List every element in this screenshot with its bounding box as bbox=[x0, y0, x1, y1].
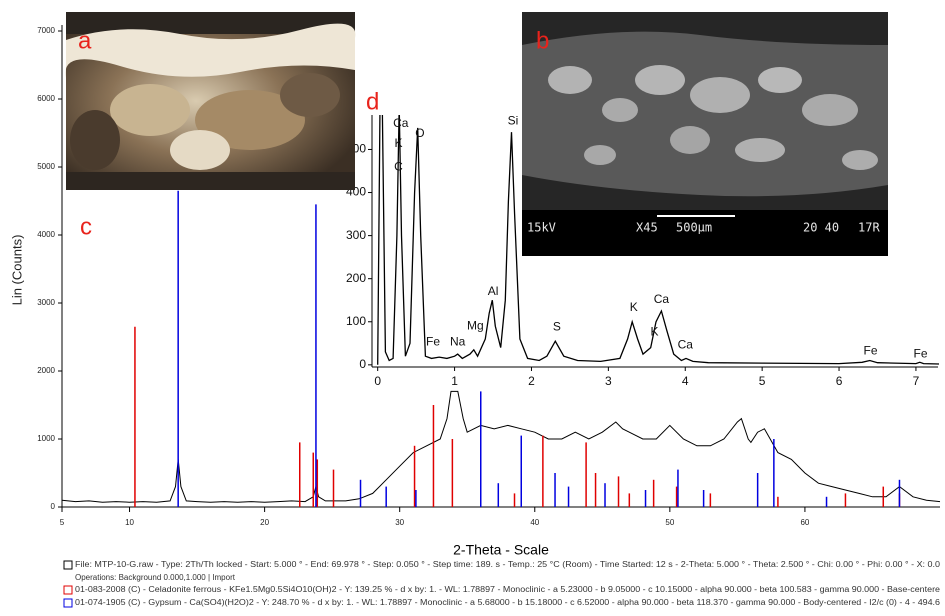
data-line bbox=[377, 115, 940, 365]
y-axis-title: Lin (Counts) bbox=[9, 235, 24, 306]
peak-label: Fe bbox=[426, 335, 440, 349]
peak-label: Ca bbox=[678, 338, 694, 352]
y-tick-label: 7000 bbox=[37, 26, 55, 35]
sem-caption: 15kV bbox=[527, 221, 556, 235]
y-tick-label: 2000 bbox=[37, 366, 55, 375]
panel-label: d bbox=[366, 88, 379, 115]
x-tick-label: 20 bbox=[260, 518, 269, 527]
sem-caption: X45 bbox=[636, 221, 658, 235]
photos: a 15kV X45 500µm 20 40 17R b bbox=[65, 12, 888, 256]
sem-caption: 500µm bbox=[676, 221, 712, 235]
y-tick-label: 100 bbox=[346, 314, 366, 328]
y-tick-label: 3000 bbox=[37, 298, 55, 307]
legend-swatch bbox=[63, 560, 73, 570]
panel-label: a bbox=[78, 27, 92, 54]
y-tick-label: 1000 bbox=[37, 434, 55, 443]
photo-a: a bbox=[65, 12, 356, 190]
x-tick-label: 5 bbox=[759, 374, 766, 388]
x-tick-label: 1 bbox=[451, 374, 458, 388]
peak-label: Al bbox=[488, 284, 499, 298]
x-tick-label: 7 bbox=[913, 374, 920, 388]
peak-label: O bbox=[415, 126, 424, 140]
y-tick-label: 200 bbox=[346, 271, 366, 285]
data-line bbox=[61, 390, 941, 503]
legend-entry: 01-083-2008 (C) - Celadonite ferrous - K… bbox=[75, 585, 941, 594]
peak-label: K bbox=[394, 136, 402, 150]
peak-label: Na bbox=[450, 335, 466, 349]
peak-label: K bbox=[630, 300, 638, 314]
peak-label: Fe bbox=[914, 347, 928, 361]
peak-label: Ca bbox=[654, 292, 670, 306]
x-tick-label: 60 bbox=[800, 518, 809, 527]
peak-label: K bbox=[650, 325, 658, 339]
x-tick-label: 2 bbox=[528, 374, 535, 388]
panel-label: b bbox=[536, 27, 549, 54]
y-tick-label: 0 bbox=[51, 502, 56, 511]
xrd-chart: Lin (Counts) 2-Theta - Scale File: MTP-1… bbox=[9, 25, 941, 608]
legend-entry: File: MTP-10-G.raw - Type: 2Th/Th locked… bbox=[75, 560, 941, 569]
x-tick-label: 3 bbox=[605, 374, 612, 388]
legend-swatch bbox=[63, 598, 73, 608]
operations-note: Operations: Background 0.000,1.000 | Imp… bbox=[75, 573, 236, 582]
y-tick-label: 6000 bbox=[37, 94, 55, 103]
y-tick-label: 0 bbox=[359, 357, 366, 371]
peak-label: C bbox=[394, 159, 403, 173]
x-tick-label: 5 bbox=[60, 518, 65, 527]
peak-label: Si bbox=[508, 114, 519, 128]
x-tick-label: 40 bbox=[530, 518, 539, 527]
y-tick-label: 5000 bbox=[37, 162, 55, 171]
legend-swatch bbox=[63, 585, 73, 595]
x-tick-label: 4 bbox=[682, 374, 689, 388]
sem-caption: 17R bbox=[858, 221, 880, 235]
y-tick-label: 4000 bbox=[37, 230, 55, 239]
sem-caption: 20 40 bbox=[803, 221, 839, 235]
peak-label: Mg bbox=[467, 319, 484, 333]
x-tick-label: 50 bbox=[665, 518, 674, 527]
peak-label: S bbox=[553, 320, 561, 334]
x-tick-label: 30 bbox=[395, 518, 404, 527]
y-tick-label: 300 bbox=[346, 228, 366, 242]
x-axis-title: 2-Theta - Scale bbox=[453, 542, 549, 558]
x-tick-label: 10 bbox=[125, 518, 134, 527]
x-tick-label: 0 bbox=[374, 374, 381, 388]
photo-b: 15kV X45 500µm 20 40 17R b bbox=[522, 12, 888, 256]
x-tick-label: 6 bbox=[836, 374, 843, 388]
legend-entry: 01-074-1905 (C) - Gypsum - Ca(SO4)(H2O)2… bbox=[75, 598, 941, 607]
peak-label: Ca bbox=[393, 116, 409, 130]
panel-label: c bbox=[80, 213, 92, 240]
peak-label: Fe bbox=[864, 344, 878, 358]
